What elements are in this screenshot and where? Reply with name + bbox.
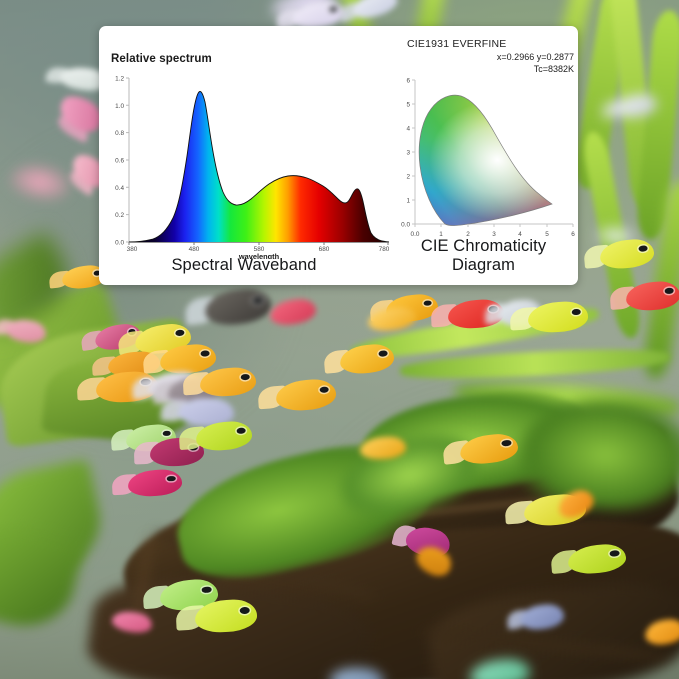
y-tick-marks [126,77,129,243]
fish [323,342,396,376]
fish [175,598,258,634]
cie-gamut-outline [418,94,553,226]
fish [111,468,183,498]
cie-y-tick-label: 3 [406,150,410,157]
cie-chart: 6 5 4 3 2 1 0.0 [401,78,576,239]
fish [257,377,337,413]
cie-y-tick-labels: 6 5 4 3 2 1 0.0 [401,78,410,229]
cie-chromaticity-caption: CIE Chromaticity Diagram [420,237,547,274]
relative-spectrum-title: Relative spectrum [111,53,212,65]
y-tick-label: 1.0 [115,103,124,110]
x-tick-label: 380 [127,246,138,253]
cie-x-tick-label: 6 [571,231,575,238]
x-tick-label: 780 [379,246,389,253]
spectral-chart: 1.2 1.0 0.8 0.6 0.4 0.2 0.0 [115,76,389,259]
cie-x-tick-label: 5 [545,231,549,238]
fish [506,602,566,632]
spectral-waveband-caption: Spectral Waveband [171,256,317,274]
cie-x-tick-labels: 0.0 1 2 3 4 5 6 [411,231,576,238]
fish [178,420,253,452]
cie-y-tick-label: 2 [406,174,410,181]
spec-panel: Relative spectrum [99,26,578,285]
spectrum-curve [128,91,389,243]
cie-coordinates: x=0.2966 y=0.2877 [496,52,574,62]
cie-x-tick-label: 3 [492,231,496,238]
x-tick-marks [128,242,389,245]
cie-x-tick-label: 2 [466,231,470,238]
cie-y-tick-label: 5 [406,102,410,109]
fish [359,435,407,461]
fish [583,237,656,271]
x-tick-label: 480 [189,246,200,253]
cie-y-tick-label: 0.0 [401,222,410,229]
y-tick-label: 0.8 [115,130,124,137]
y-tick-labels: 1.2 1.0 0.8 0.6 0.4 0.2 0.0 [115,76,124,247]
spectrum-fill [129,91,389,242]
cie-y-tick-label: 6 [406,78,410,85]
fish [182,366,257,398]
x-tick-labels: 380 480 580 680 780 [127,246,389,253]
fish [549,542,628,576]
cie-x-tick-label: 0.0 [411,231,420,238]
y-tick-label: 0.4 [115,185,124,192]
fish [643,617,679,647]
cie-x-tick-label: 1 [439,231,443,238]
fish [609,280,679,312]
cie-x-tick-label: 4 [518,231,522,238]
fish [509,300,589,334]
cie-chromaticity-section: CIE1931 EVERFINE x=0.2966 y=0.2877 Tc=83… [389,26,578,285]
cie-x-tick-marks [414,224,574,227]
cie-y-tick-label: 4 [406,126,410,133]
cie-color-temperature: Tc=8382K [533,64,574,74]
x-tick-label: 580 [254,246,265,253]
x-axis-title: wavelength [238,252,280,259]
y-tick-label: 1.2 [115,76,124,83]
y-tick-label: 0.6 [115,158,124,165]
cie-header: CIE1931 EVERFINE [407,38,507,50]
y-tick-label: 0.0 [115,240,124,247]
y-tick-label: 0.2 [115,212,124,219]
x-tick-label: 680 [319,246,330,253]
cie-y-tick-label: 1 [406,198,410,205]
spectral-waveband-section: Relative spectrum [99,26,389,285]
fish [184,286,273,328]
